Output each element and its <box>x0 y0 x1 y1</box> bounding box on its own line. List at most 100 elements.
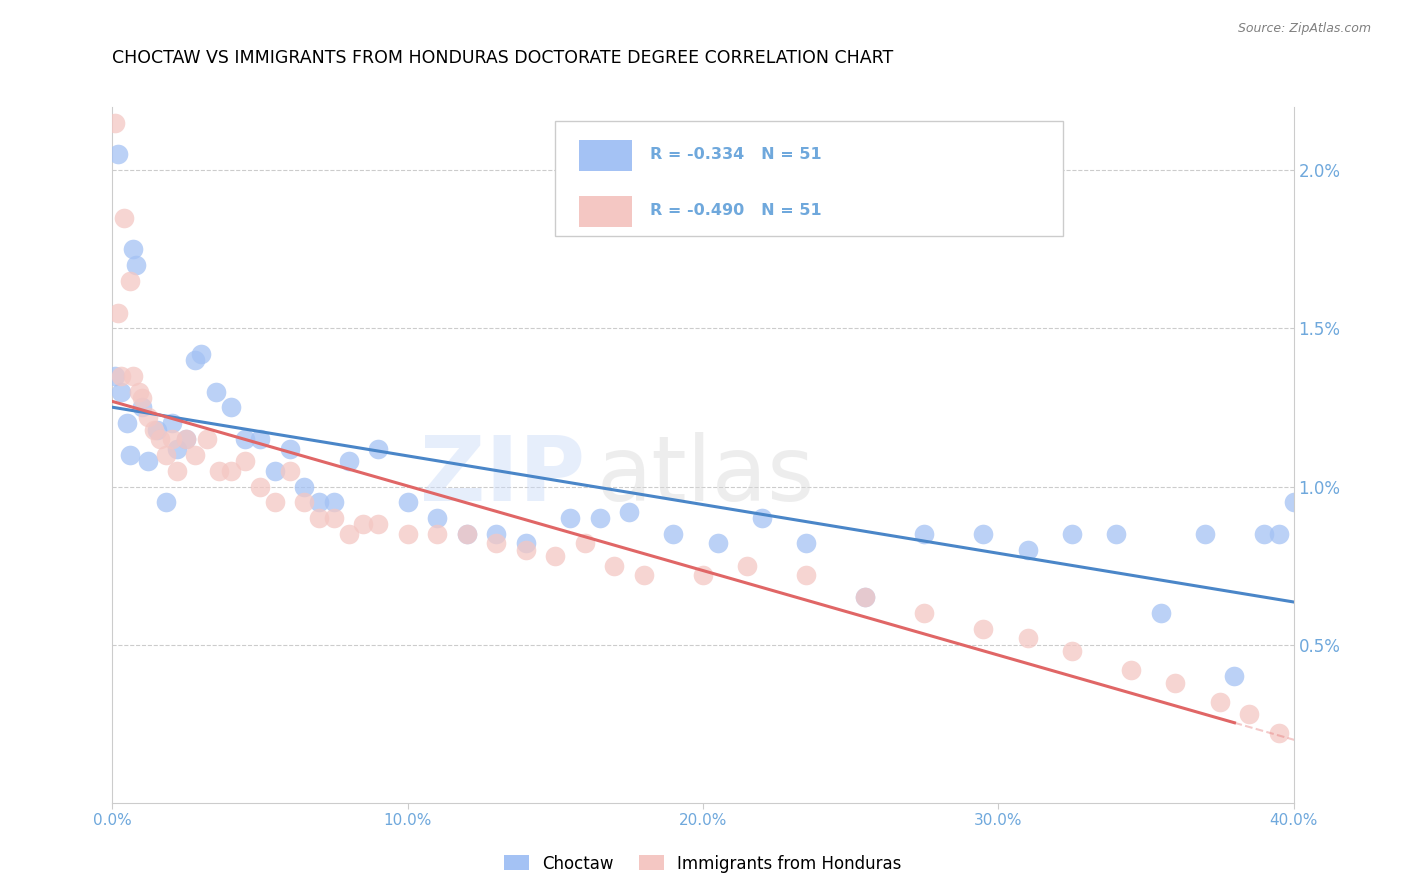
Point <box>190 347 212 361</box>
Point <box>117 417 138 431</box>
Point <box>264 464 287 478</box>
Point <box>249 479 271 493</box>
Point <box>367 517 389 532</box>
Point <box>149 432 172 446</box>
Point <box>184 353 207 368</box>
Point <box>104 368 127 383</box>
Point <box>737 558 759 573</box>
Point <box>1223 669 1246 683</box>
Point <box>195 432 218 446</box>
Point <box>706 536 728 550</box>
Point <box>166 464 188 478</box>
Text: ZIP: ZIP <box>420 432 585 520</box>
Point <box>485 527 508 541</box>
Point <box>973 622 995 636</box>
FancyBboxPatch shape <box>579 195 633 227</box>
Point <box>125 258 148 272</box>
Point <box>1239 707 1261 722</box>
Point <box>337 527 360 541</box>
Point <box>1194 527 1216 541</box>
FancyBboxPatch shape <box>579 140 633 171</box>
Point <box>166 442 188 456</box>
Point <box>396 495 419 509</box>
Point <box>219 464 242 478</box>
Text: atlas: atlas <box>596 432 815 520</box>
Point <box>174 432 197 446</box>
Point <box>1119 663 1142 677</box>
Point <box>292 495 315 509</box>
Point <box>323 495 346 509</box>
Point <box>122 368 145 383</box>
Point <box>1208 695 1232 709</box>
Point <box>136 454 159 468</box>
Point <box>855 591 877 605</box>
Point <box>1150 606 1173 620</box>
Point <box>751 511 773 525</box>
Point <box>337 454 360 468</box>
Point <box>914 606 936 620</box>
Point <box>264 495 287 509</box>
Point <box>160 417 183 431</box>
Point <box>352 517 374 532</box>
Point <box>155 448 177 462</box>
Point <box>146 423 169 437</box>
Point <box>205 384 228 399</box>
Point <box>485 536 508 550</box>
Point <box>558 511 582 525</box>
Point <box>1062 527 1084 541</box>
Point <box>249 432 271 446</box>
Point <box>515 542 537 557</box>
Point <box>104 116 127 130</box>
Text: CHOCTAW VS IMMIGRANTS FROM HONDURAS DOCTORATE DEGREE CORRELATION CHART: CHOCTAW VS IMMIGRANTS FROM HONDURAS DOCT… <box>112 49 894 67</box>
FancyBboxPatch shape <box>555 121 1063 235</box>
Point <box>110 368 132 383</box>
Point <box>692 568 714 582</box>
Point <box>367 442 389 456</box>
Point <box>131 401 153 415</box>
Point <box>796 568 818 582</box>
Point <box>184 448 207 462</box>
Point <box>1164 675 1187 690</box>
Point <box>426 511 449 525</box>
Point <box>120 274 142 288</box>
Point <box>323 511 346 525</box>
Point <box>662 527 685 541</box>
Point <box>107 147 129 161</box>
Point <box>155 495 177 509</box>
Point <box>122 243 145 257</box>
Point <box>544 549 567 563</box>
Point <box>278 442 301 456</box>
Point <box>588 511 610 525</box>
Point <box>308 511 330 525</box>
Point <box>278 464 301 478</box>
Point <box>131 391 153 405</box>
Point <box>136 409 159 424</box>
Point <box>515 536 537 550</box>
Point <box>1253 527 1275 541</box>
Point <box>426 527 449 541</box>
Legend: Choctaw, Immigrants from Honduras: Choctaw, Immigrants from Honduras <box>498 848 908 880</box>
Text: R = -0.334   N = 51: R = -0.334 N = 51 <box>650 147 821 161</box>
Point <box>1282 495 1305 509</box>
Point <box>142 423 165 437</box>
Text: R = -0.490   N = 51: R = -0.490 N = 51 <box>650 202 821 218</box>
Point <box>574 536 596 550</box>
Point <box>1062 644 1084 658</box>
Point <box>112 211 135 225</box>
Point <box>396 527 419 541</box>
Point <box>233 454 256 468</box>
Point <box>208 464 231 478</box>
Point <box>456 527 478 541</box>
Point <box>973 527 995 541</box>
Point <box>1268 527 1291 541</box>
Point <box>107 305 129 319</box>
Text: Source: ZipAtlas.com: Source: ZipAtlas.com <box>1237 22 1371 36</box>
Point <box>1268 726 1291 740</box>
Point <box>110 384 132 399</box>
Point <box>233 432 256 446</box>
Point <box>174 432 197 446</box>
Point <box>796 536 818 550</box>
Point <box>914 527 936 541</box>
Point <box>292 479 315 493</box>
Point <box>219 401 242 415</box>
